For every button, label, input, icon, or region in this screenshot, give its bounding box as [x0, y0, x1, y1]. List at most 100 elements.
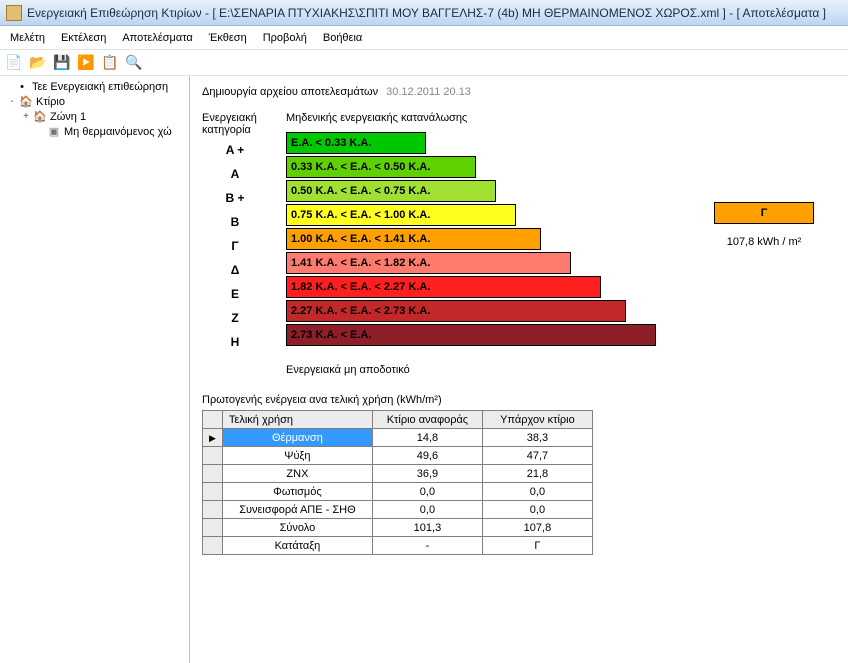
row-label: Φωτισμός [222, 483, 372, 501]
result-class-letter: Γ [761, 207, 768, 219]
row-label: ΖΝΧ [222, 465, 372, 483]
class-bar: 0.75 K.A. < E.A. < 1.00 K.A. [286, 204, 516, 226]
menu-report[interactable]: Έκθεση [209, 32, 247, 44]
class-letter: A + [202, 138, 268, 162]
class-letter: B + [202, 186, 268, 210]
row-cur-value: 21,8 [482, 465, 592, 483]
run-icon[interactable]: ▶️ [76, 53, 96, 73]
twist-icon[interactable]: - [6, 96, 18, 107]
row-label: Κατάταξη [222, 537, 372, 555]
results-timestamp: 30.12.2011 20.13 [386, 86, 471, 98]
table-row[interactable]: Φωτισμός0,00,0 [203, 483, 593, 501]
row-ref-value: 36,9 [372, 465, 482, 483]
tree-root-label: Τεε Ενεργειακή επιθεώρηση [32, 81, 168, 93]
class-letter: A [202, 162, 268, 186]
class-letter: Z [202, 306, 268, 330]
row-ref-value: 101,3 [372, 519, 482, 537]
new-file-icon[interactable]: 📄 [4, 53, 24, 73]
results-panel: Δημιουργία αρχείου αποτελεσμάτων 30.12.2… [190, 76, 848, 663]
menu-run[interactable]: Εκτέλεση [61, 32, 106, 44]
table-row[interactable]: Σύνολο101,3107,8 [203, 519, 593, 537]
row-indicator [203, 465, 223, 483]
toolbar: 📄 📂 💾 ▶️ 📋 🔍 [0, 50, 848, 76]
main-area: • Τεε Ενεργειακή επιθεώρηση - 🏠 Κτίριο +… [0, 76, 848, 663]
row-ref-value: 49,6 [372, 447, 482, 465]
result-class-box: Γ [714, 202, 814, 224]
class-bar: 1.41 K.A. < E.A. < 1.82 K.A. [286, 252, 571, 274]
tree-root[interactable]: • Τεε Ενεργειακή επιθεώρηση [2, 80, 187, 94]
result-rating: Γ 107,8 kWh / m² [714, 112, 814, 248]
row-indicator [203, 501, 223, 519]
menu-view[interactable]: Προβολή [263, 32, 307, 44]
row-cur-value: 107,8 [482, 519, 592, 537]
report-icon[interactable]: 📋 [100, 53, 120, 73]
table-row[interactable]: ΖΝΧ36,921,8 [203, 465, 593, 483]
col-cur[interactable]: Υπάρχον κτίριο [482, 411, 592, 429]
results-header-line: Δημιουργία αρχείου αποτελεσμάτων 30.12.2… [202, 86, 836, 98]
inefficient-label: Ενεργειακά μη αποδοτικό [286, 364, 656, 376]
row-cur-value: 47,7 [482, 447, 592, 465]
cube-icon: ▣ [46, 125, 62, 138]
class-letter: H [202, 330, 268, 354]
save-file-icon[interactable]: 💾 [52, 53, 72, 73]
table-title: Πρωτογενής ενέργεια ανα τελική χρήση (kW… [202, 394, 836, 406]
row-ref-value: 14,8 [372, 429, 482, 447]
class-letter: Δ [202, 258, 268, 282]
tree-building-label: Κτίριο [36, 96, 65, 108]
tree-building[interactable]: - 🏠 Κτίριο [2, 94, 187, 109]
menu-results[interactable]: Αποτελέσματα [122, 32, 192, 44]
row-label: Θέρμανση [222, 429, 372, 447]
class-bar: 0.33 K.A. < E.A. < 0.50 K.A. [286, 156, 476, 178]
row-indicator [203, 519, 223, 537]
col-ref[interactable]: Κτίριο αναφοράς [372, 411, 482, 429]
menu-help[interactable]: Βοήθεια [323, 32, 362, 44]
row-cur-value: 38,3 [482, 429, 592, 447]
row-cur-value: 0,0 [482, 483, 592, 501]
zone-icon: 🏠 [32, 110, 48, 123]
class-bar: 1.82 K.A. < E.A. < 2.27 K.A. [286, 276, 601, 298]
row-indicator [203, 447, 223, 465]
row-ref-value: 0,0 [372, 483, 482, 501]
energy-table: Τελική χρήση Κτίριο αναφοράς Υπάρχον κτί… [202, 410, 593, 555]
class-letter: E [202, 282, 268, 306]
tree-zone-label: Ζώνη 1 [50, 111, 86, 123]
row-ref-value: 0,0 [372, 501, 482, 519]
class-letter: B [202, 210, 268, 234]
tee-icon: • [14, 81, 30, 93]
table-row[interactable]: Κατάταξη-Γ [203, 537, 593, 555]
twist-icon[interactable]: + [20, 111, 32, 122]
class-letter: Γ [202, 234, 268, 258]
col-use[interactable]: Τελική χρήση [222, 411, 372, 429]
result-value: 107,8 kWh / m² [714, 236, 814, 248]
table-row[interactable]: Θέρμανση14,838,3 [203, 429, 593, 447]
row-indicator [203, 537, 223, 555]
row-ref-value: - [372, 537, 482, 555]
row-label: Σύνολο [222, 519, 372, 537]
table-row[interactable]: Συνεισφορά ΑΠΕ - ΣΗΘ0,00,0 [203, 501, 593, 519]
class-bar: 0.50 K.A. < E.A. < 0.75 K.A. [286, 180, 496, 202]
energy-table-section: Πρωτογενής ενέργεια ανα τελική χρήση (kW… [202, 394, 836, 555]
open-file-icon[interactable]: 📂 [28, 53, 48, 73]
row-label: Ψύξη [222, 447, 372, 465]
house-icon: 🏠 [18, 95, 34, 108]
row-indicator [203, 429, 223, 447]
menu-study[interactable]: Μελέτη [10, 32, 45, 44]
class-bar: 2.73 K.A. < E.A. [286, 324, 656, 346]
menu-bar: Μελέτη Εκτέλεση Αποτελέσματα Έκθεση Προβ… [0, 26, 848, 50]
tree-zone[interactable]: + 🏠 Ζώνη 1 [2, 109, 187, 124]
table-row[interactable]: Ψύξη49,647,7 [203, 447, 593, 465]
bars-column: Μηδενικής ενεργειακής κατανάλωσης E.A. <… [286, 112, 656, 376]
class-bar: 1.00 K.A. < E.A. < 1.41 K.A. [286, 228, 541, 250]
tree-unheated[interactable]: ▣ Μη θερμαινόμενος χώ [2, 124, 187, 139]
window-titlebar: Ενεργειακή Επιθεώρηση Κτιρίων - [ E:\ΣΕΝ… [0, 0, 848, 26]
class-bar: 2.27 K.A. < E.A. < 2.73 K.A. [286, 300, 626, 322]
row-indicator [203, 483, 223, 501]
preview-icon[interactable]: 🔍 [124, 53, 144, 73]
class-bar: E.A. < 0.33 K.A. [286, 132, 426, 154]
row-cur-value: Γ [482, 537, 592, 555]
row-cur-value: 0,0 [482, 501, 592, 519]
category-header: Ενεργειακή κατηγορία [202, 112, 268, 136]
row-label: Συνεισφορά ΑΠΕ - ΣΗΘ [222, 501, 372, 519]
category-column: Ενεργειακή κατηγορία A +AB +BΓΔEZH [202, 112, 268, 354]
energy-rating-block: Ενεργειακή κατηγορία A +AB +BΓΔEZH Μηδεν… [202, 112, 836, 376]
